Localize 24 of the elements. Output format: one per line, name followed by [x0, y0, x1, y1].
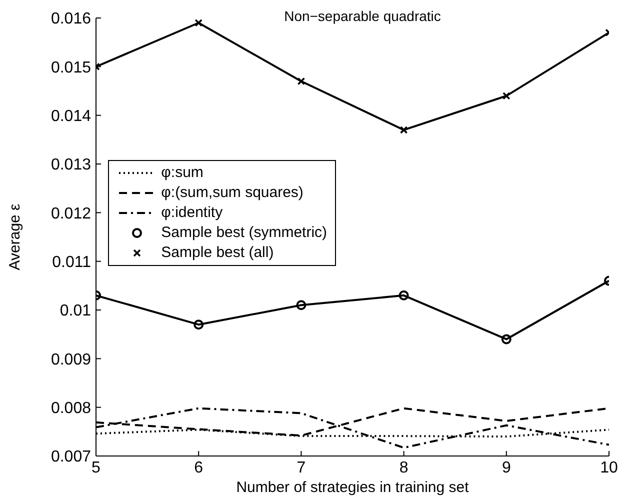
y-tick-label: 0.007 [50, 448, 92, 466]
x-axis-title: Number of strategies in training set [236, 479, 470, 496]
x-tick-label: 5 [92, 459, 101, 476]
x-tick-label: 10 [600, 459, 618, 476]
y-tick-label: 0.016 [50, 10, 92, 28]
y-tick-label: 0.012 [50, 205, 92, 222]
legend-label: Sample best (all) [161, 244, 274, 261]
y-tick-label: 0.014 [50, 108, 92, 126]
x-tick-label: 8 [399, 459, 408, 476]
legend-label: φ:sum [161, 164, 204, 181]
y-tick-label: 0.009 [50, 351, 92, 368]
legend-label: φ:identity [161, 204, 223, 221]
y-axis-title: Average ε [6, 203, 24, 270]
legend-label: Sample best (symmetric) [161, 224, 328, 241]
x-tick-label: 9 [502, 459, 511, 476]
y-tick-label: 0.013 [50, 156, 92, 174]
y-tick-label: 0.008 [50, 400, 92, 418]
x-tick-label: 6 [194, 459, 204, 476]
y-tick-label: 0.015 [50, 59, 92, 76]
chart-title: Non−separable quadratic [283, 8, 442, 24]
y-tick-label: 0.01 [60, 302, 92, 320]
x-tick-label: 7 [296, 459, 306, 476]
legend-label: φ:(sum,sum squares) [161, 184, 304, 201]
y-tick-label: 0.011 [52, 254, 92, 272]
